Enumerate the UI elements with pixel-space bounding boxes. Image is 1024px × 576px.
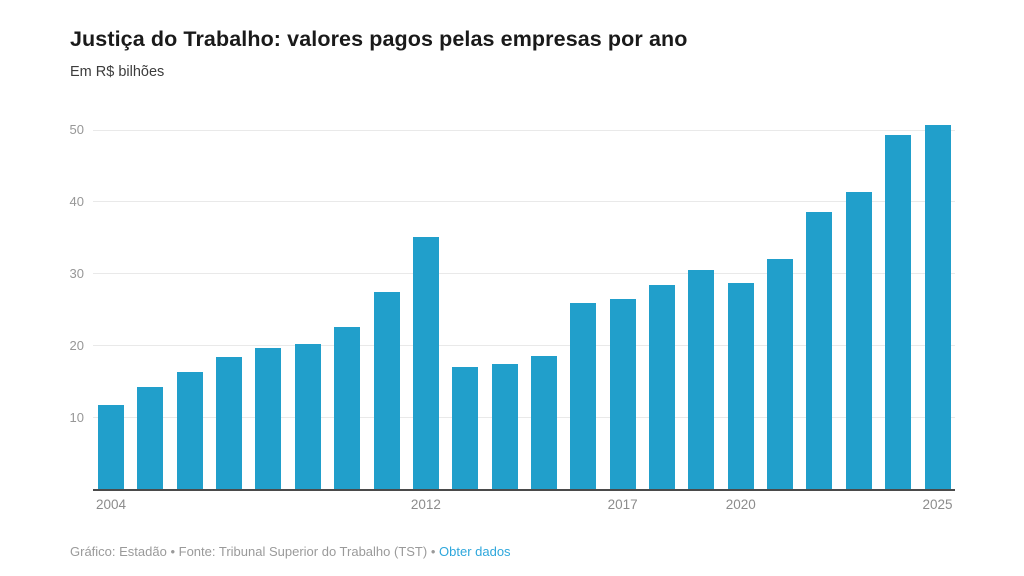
bar-2021 (767, 259, 794, 490)
x-axis-line (93, 489, 955, 491)
y-tick-label-20: 20 (69, 337, 84, 353)
bar-2009 (294, 343, 321, 490)
x-tick-label-2025: 2025 (922, 497, 953, 512)
bar-2005 (137, 386, 164, 490)
bar-2017 (609, 298, 636, 490)
y-tick-label-40: 40 (69, 193, 84, 209)
footer-source: Fonte: Tribunal Superior do Trabalho (TS… (178, 544, 428, 559)
bar-2004 (98, 404, 124, 490)
bar-2024 (885, 135, 912, 490)
y-tick-label-10: 10 (69, 409, 84, 425)
gridline-10 (93, 417, 955, 419)
gridline-20 (93, 345, 955, 347)
bar-2010 (334, 327, 361, 490)
get-data-link[interactable]: Obter dados (439, 544, 511, 559)
y-tick-label-30: 30 (69, 265, 84, 281)
bar-2013 (452, 366, 479, 490)
bar-2014 (491, 363, 518, 490)
chart-title: Justiça do Trabalho: valores pagos pelas… (70, 27, 688, 51)
x-tick-label-2012: 2012 (410, 497, 441, 512)
x-tick-label-2020: 2020 (725, 497, 756, 512)
gridline-30 (93, 273, 955, 275)
footer-credit: Gráfico: Estadão (70, 544, 167, 559)
bar-2019 (688, 270, 715, 490)
x-tick-label-2004: 2004 (95, 497, 127, 512)
bar-2008 (255, 347, 282, 490)
bar-2012 (412, 237, 439, 490)
bar-2016 (570, 302, 597, 490)
y-tick-label-50: 50 (69, 122, 84, 137)
x-tick-label-2017: 2017 (607, 497, 638, 512)
bar-2025 (924, 124, 951, 490)
chart-footer: Gráfico: Estadão • Fonte: Tribunal Super… (70, 544, 511, 559)
gridline-50 (93, 129, 955, 131)
bar-2023 (845, 191, 872, 490)
footer-separator: • (170, 544, 176, 559)
bar-2011 (373, 291, 400, 490)
gridline-40 (93, 201, 955, 203)
bar-2006 (176, 372, 203, 490)
bar-2020 (727, 283, 754, 490)
bar-2015 (530, 355, 557, 490)
bar-2018 (649, 285, 676, 490)
chart-subtitle: Em R$ bilhões (70, 64, 165, 80)
bar-2007 (216, 357, 243, 490)
bar-2022 (806, 211, 833, 490)
footer-separator: • (430, 544, 436, 559)
